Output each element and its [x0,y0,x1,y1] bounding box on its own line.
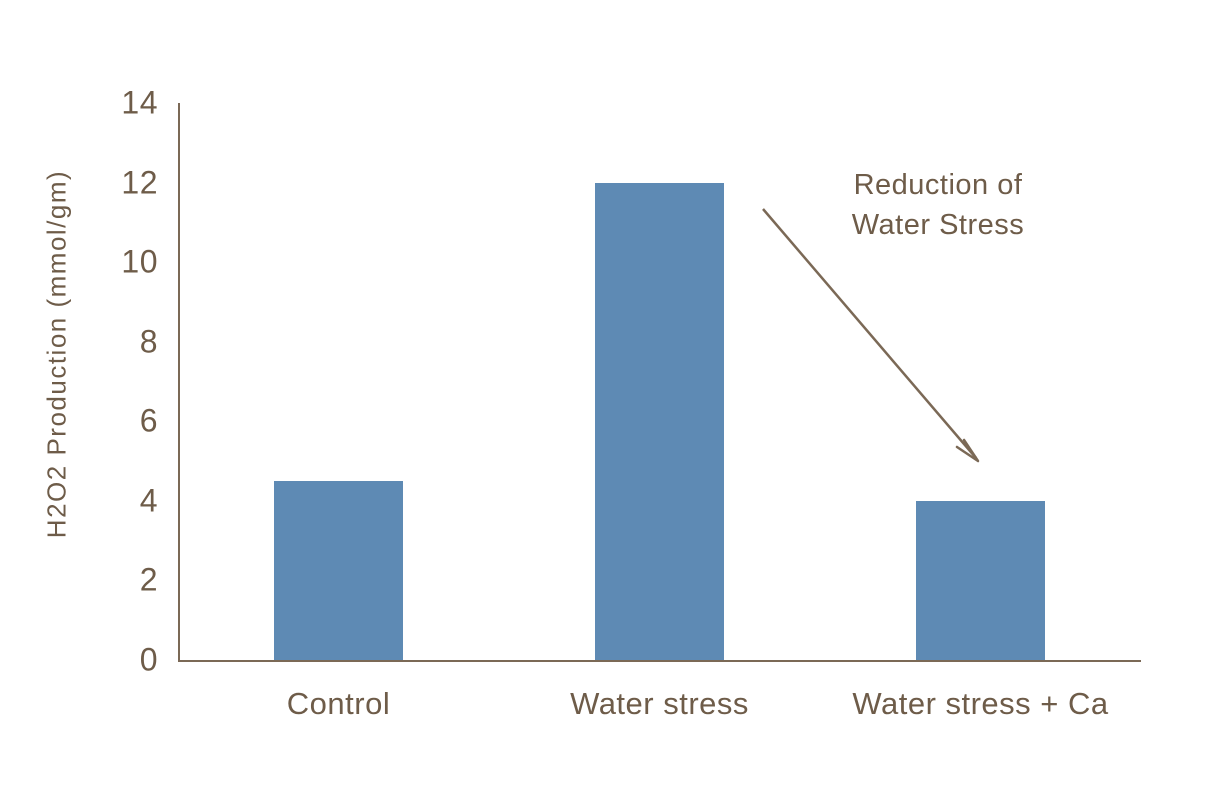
bar-water-stress-ca [916,500,1045,660]
y-tick-label: 14 [121,84,158,121]
category-label: Water stress + Ca [852,686,1109,721]
y-tick-label: 10 [121,243,158,280]
y-tick-label: 4 [139,482,158,519]
annotation-line-2: Water Stress [851,209,1025,241]
bar-water-stress [595,182,724,660]
y-tick-label: 6 [139,402,158,439]
y-tick-label: 0 [139,641,158,678]
bar-control [274,480,403,660]
category-label: Water stress [570,686,749,721]
category-label: Control [286,686,391,721]
y-tick-label: 8 [139,323,158,360]
annotation-text: Reduction of Water Stress [852,165,1025,245]
y-axis-line [178,103,180,661]
y-axis-title: H2O2 Production (mmol/gm) [41,169,72,539]
x-axis-line [178,660,1141,662]
y-tick-label: 2 [139,561,158,598]
annotation-line-1: Reduction of [853,169,1023,201]
y-tick-label: 12 [121,164,158,201]
